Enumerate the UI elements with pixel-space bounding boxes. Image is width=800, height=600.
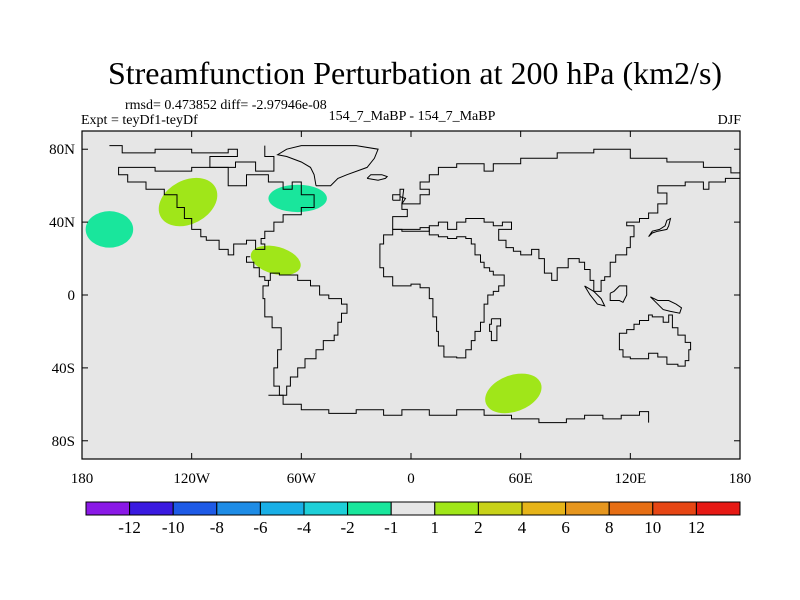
coastline-layer (109, 145, 740, 424)
y-tick-label-0: 80N (49, 142, 75, 158)
y-axis: 80N 40N 0 40S 80S (49, 142, 740, 450)
coastline-14 (366, 174, 389, 181)
chart-title: Streamfunction Perturbation at 200 hPa (… (108, 55, 722, 91)
colorbar-swatch-14 (695, 501, 741, 516)
colorbar-label-5: -2 (341, 518, 355, 537)
colorbar-label-6: -1 (384, 518, 398, 537)
x-tick-label-0: 180 (71, 471, 94, 487)
colorbar-label-12: 10 (644, 518, 661, 537)
colorbar-label-13: 12 (688, 518, 705, 537)
coastline-12 (648, 217, 672, 238)
anomaly-north-pacific-positive (158, 177, 218, 227)
colorbar-swatch-5 (303, 501, 349, 516)
anomaly-north-america-negative (268, 184, 327, 213)
x-tick-label-6: 180 (729, 471, 752, 487)
x-tick-label-1: 120W (173, 471, 211, 487)
colorbar-swatch-12 (608, 501, 654, 516)
colorbar-label-7: 1 (431, 518, 440, 537)
anomaly-north-pacific-negative (85, 211, 134, 248)
colorbar-label-3: -6 (253, 518, 267, 537)
coastline-7 (489, 318, 502, 342)
colorbar-swatch-8 (434, 501, 479, 516)
colorbar-swatch-1 (129, 501, 174, 516)
y-tick-label-4: 80S (52, 434, 75, 450)
colorbar-swatch-4 (259, 501, 305, 516)
colorbar-swatch-11 (565, 501, 610, 516)
x-axis: 180 120W 60W 0 60E 120E 180 (71, 131, 752, 487)
colorbar-label-2: -8 (210, 518, 224, 537)
coastline-5 (392, 177, 740, 292)
coastline-4 (392, 148, 740, 230)
coastline-3 (268, 394, 650, 424)
coastline-1 (118, 166, 315, 256)
colorbar-swatch-9 (477, 501, 523, 516)
y-tick-label-3: 40S (52, 361, 75, 377)
coastline-13 (276, 145, 379, 187)
coastline-2 (246, 256, 348, 396)
colorbar-swatch-13 (652, 501, 697, 516)
colorbar-label-0: -12 (118, 518, 141, 537)
anomaly-south-indian-positive (485, 373, 542, 414)
colorbar-swatch-0 (85, 501, 131, 516)
x-tick-label-3: 0 (407, 471, 415, 487)
colorbar-label-4: -4 (297, 518, 312, 537)
x-tick-label-5: 120E (614, 471, 646, 487)
colorbar-label-8: 2 (474, 518, 483, 537)
colorbar-label-10: 6 (561, 518, 570, 537)
colorbar: -12 -10 -8 -6 -4 -2 -1 1 2 4 6 8 10 12 (85, 501, 741, 537)
season-label: DJF (718, 113, 742, 128)
center-label: 154_7_MaBP - 154_7_MaBP (329, 109, 496, 124)
y-tick-label-2: 0 (68, 288, 76, 304)
coastline-10 (609, 285, 628, 303)
x-tick-label-2: 60W (287, 471, 317, 487)
colorbar-label-11: 8 (605, 518, 614, 537)
coastline-8 (618, 314, 692, 367)
coastline-16 (392, 194, 401, 201)
colorbar-swatch-2 (172, 501, 218, 516)
colorbar-swatch-7 (390, 501, 436, 516)
colorbar-label-1: -10 (162, 518, 185, 537)
colorbar-swatch-6 (347, 501, 392, 516)
coastline-0 (109, 145, 275, 172)
coastline-15 (399, 188, 407, 205)
colorbar-swatch-10 (521, 501, 567, 516)
coastline-11 (650, 296, 683, 314)
coastline-6 (379, 227, 505, 359)
anomaly-layer (85, 177, 542, 414)
colorbar-swatch-3 (216, 501, 261, 516)
expt-label: Expt = teyDf1-teyDf (81, 113, 198, 128)
stats-line: rmsd= 0.473852 diff= -2.97946e-08 (125, 98, 327, 113)
colorbar-label-9: 4 (518, 518, 527, 537)
x-tick-label-4: 60E (509, 471, 533, 487)
y-tick-label-1: 40N (49, 215, 75, 231)
anomaly-atlantic-positive (250, 245, 301, 276)
coastline-9 (584, 285, 606, 307)
